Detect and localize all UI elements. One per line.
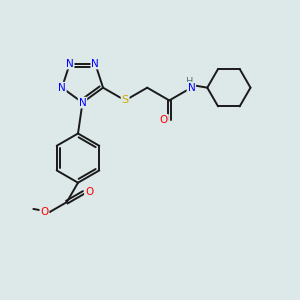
Text: N: N xyxy=(79,98,86,108)
Text: N: N xyxy=(58,83,66,93)
Text: N: N xyxy=(66,58,74,68)
Text: O: O xyxy=(85,188,93,197)
Text: O: O xyxy=(40,207,49,217)
Text: N: N xyxy=(91,58,99,68)
Text: O: O xyxy=(160,115,168,125)
Text: S: S xyxy=(122,95,129,105)
Text: H: H xyxy=(186,77,194,87)
Text: N: N xyxy=(188,83,195,93)
